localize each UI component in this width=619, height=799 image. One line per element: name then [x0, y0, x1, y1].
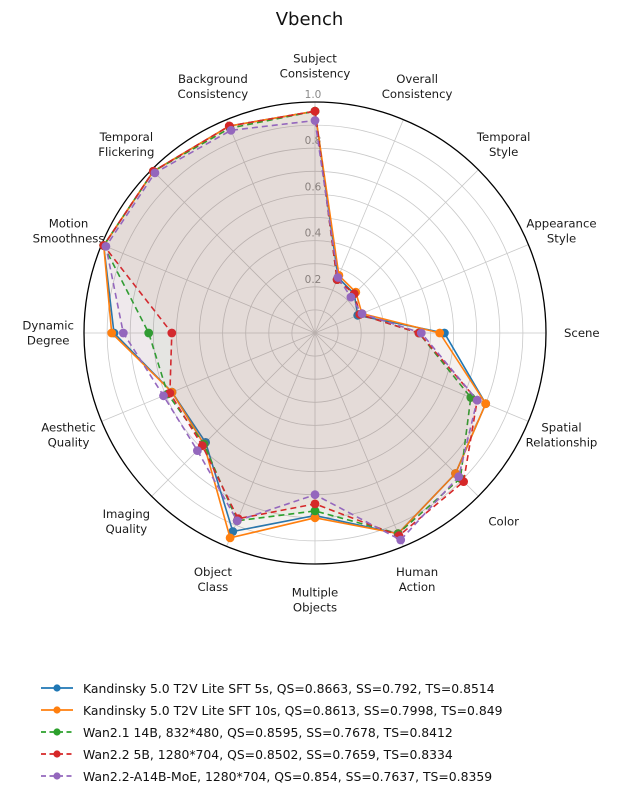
radial-tick-label: 0.4: [305, 228, 322, 240]
axis-spoke: [314, 332, 529, 422]
legend: Kandinsky 5.0 T2V Lite SFT 5s, QS=0.8663…: [40, 677, 503, 787]
axis-spoke: [151, 332, 316, 497]
data-point: [144, 328, 154, 338]
axis-spoke: [314, 169, 479, 334]
data-point: [232, 516, 242, 526]
category-label: Multiple Objects: [292, 585, 338, 614]
data-point: [357, 309, 367, 318]
legend-item: Kandinsky 5.0 T2V Lite SFT 5s, QS=0.8663…: [40, 677, 503, 699]
legend-label: Kandinsky 5.0 T2V Lite SFT 5s, QS=0.8663…: [83, 680, 495, 696]
series-fill-2: [103, 111, 471, 534]
category-label: Appearance Style: [526, 216, 596, 245]
category-label: Scene: [564, 326, 600, 340]
legend-label: Kandinsky 5.0 T2V Lite SFT 10s, QS=0.861…: [83, 702, 503, 718]
data-point: [310, 506, 320, 516]
legend-label: Wan2.2-A14B-MoE, 1280*704, QS=0.854, SS=…: [83, 768, 493, 784]
category-label: Background Consistency: [178, 72, 249, 101]
category-label: Aesthetic Quality: [41, 421, 96, 450]
chart-title: Vbench: [275, 9, 344, 30]
category-label: Color: [488, 515, 519, 529]
series-fill-3: [103, 111, 478, 536]
data-point: [416, 328, 426, 338]
category-label: Temporal Flickering: [98, 130, 154, 159]
legend-label: Wan2.1 14B, 832*480, QS=0.8595, SS=0.767…: [83, 724, 453, 740]
legend-label: Wan2.2 5B, 1280*704, QS=0.8502, SS=0.765…: [83, 746, 453, 762]
data-point: [333, 273, 343, 282]
data-point: [310, 490, 320, 500]
category-label: Imaging Quality: [103, 507, 151, 536]
data-point: [481, 399, 491, 409]
category-label: Subject Consistency: [280, 52, 351, 81]
axis-spoke: [314, 332, 404, 547]
radial-tick-label: 0.2: [305, 274, 322, 286]
axis-spoke: [314, 119, 404, 334]
category-label: Temporal Style: [476, 130, 531, 159]
data-point: [118, 328, 128, 338]
axis-spoke: [314, 332, 479, 497]
legend-marker: [41, 750, 73, 758]
legend-marker: [41, 772, 73, 780]
data-point: [472, 395, 482, 405]
series-fill-0: [103, 111, 486, 534]
legend-marker: [41, 684, 73, 692]
data-point: [310, 499, 320, 509]
legend-item: Wan2.1 14B, 832*480, QS=0.8595, SS=0.767…: [40, 721, 503, 743]
axis-spoke: [151, 169, 316, 334]
data-point: [454, 472, 464, 482]
data-point: [346, 292, 356, 302]
data-point: [101, 242, 111, 251]
data-point: [310, 116, 320, 125]
category-label: Spatial Relationship: [526, 421, 598, 450]
series-fill-1: [103, 111, 486, 538]
axis-spoke: [101, 332, 316, 422]
data-point: [310, 106, 320, 116]
radar-chart: 0.2 0.4 0.6 0.8 1.0 Subject Consistency Overall…: [22, 52, 600, 615]
legend-marker: [41, 728, 73, 736]
axis-spoke: [101, 244, 316, 334]
axis-spoke: [226, 332, 316, 547]
data-point: [310, 513, 320, 523]
axis-spoke: [314, 244, 529, 334]
category-label: Motion Smoothness: [33, 216, 105, 245]
category-label: Dynamic Degree: [22, 319, 74, 348]
legend-item: Wan2.2-A14B-MoE, 1280*704, QS=0.854, SS=…: [40, 765, 503, 787]
legend-marker: [41, 706, 73, 714]
data-point: [159, 391, 168, 401]
data-point: [193, 446, 202, 455]
category-label: Overall Consistency: [382, 72, 453, 101]
radial-tick-label: 0.6: [305, 181, 322, 193]
outer-circle: [83, 101, 547, 565]
data-point: [167, 328, 177, 338]
data-point: [107, 328, 117, 338]
legend-item: Kandinsky 5.0 T2V Lite SFT 10s, QS=0.861…: [40, 699, 503, 721]
data-point: [435, 328, 445, 338]
data-point: [226, 125, 236, 135]
data-point: [150, 168, 160, 178]
category-label: Human Action: [396, 565, 438, 594]
series-fill-4: [105, 120, 478, 540]
axis-spoke: [226, 119, 316, 334]
data-point: [225, 533, 235, 543]
radial-tick-label: 1.0: [305, 89, 322, 101]
data-point: [396, 535, 406, 545]
category-label: Object Class: [194, 565, 232, 594]
legend-item: Wan2.2 5B, 1280*704, QS=0.8502, SS=0.765…: [40, 743, 503, 765]
radial-tick-label: 0.8: [305, 135, 322, 147]
